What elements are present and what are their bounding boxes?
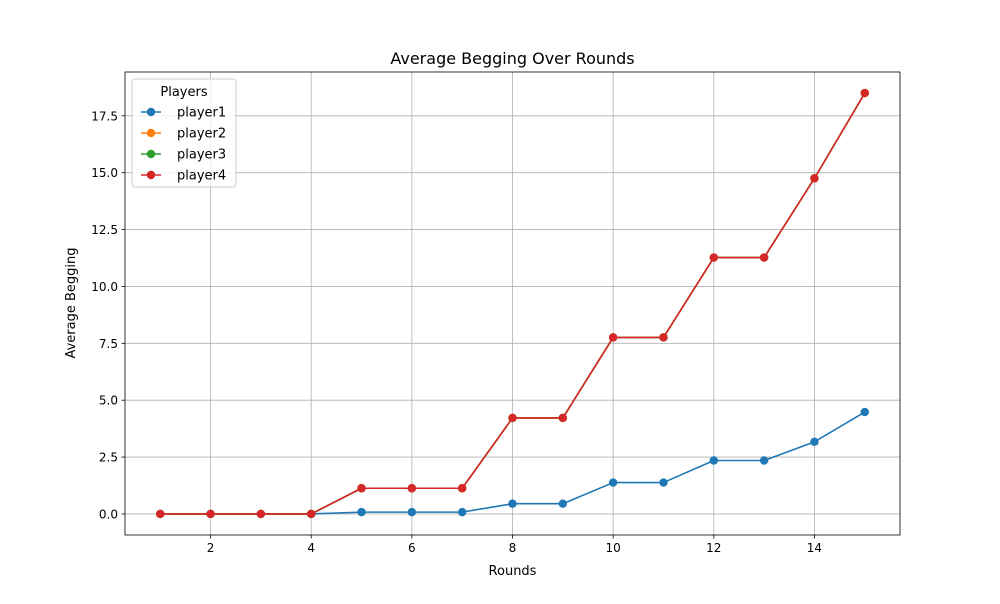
- data-point-player1: [759, 456, 769, 465]
- legend-marker: [146, 170, 156, 180]
- y-tick-label: 7.5: [99, 337, 118, 351]
- data-point-player1: [558, 499, 568, 508]
- data-point-player4: [659, 333, 668, 342]
- data-point-player1: [357, 507, 366, 517]
- data-point-player1: [810, 437, 819, 447]
- legend-marker: [146, 107, 156, 117]
- data-point-player4: [558, 413, 568, 423]
- data-point-player4: [810, 174, 819, 183]
- y-axis-label: Average Begging: [64, 247, 79, 358]
- x-tick-label: 10: [606, 541, 621, 555]
- y-tick-label: 15.0: [91, 166, 118, 180]
- legend-title: Players: [160, 85, 207, 100]
- x-tick-label: 8: [509, 541, 517, 555]
- data-point-player4: [256, 509, 266, 519]
- series-layer: [156, 88, 869, 519]
- data-point-player4: [608, 333, 618, 342]
- data-point-player4: [307, 509, 316, 519]
- chart-title: Average Begging Over Rounds: [390, 49, 634, 68]
- y-tick-label: 5.0: [99, 394, 118, 408]
- y-tick-label: 0.0: [99, 507, 118, 521]
- legend-marker: [146, 149, 156, 159]
- legend-label: player2: [177, 127, 226, 142]
- x-axis-label: Rounds: [489, 564, 537, 579]
- data-point-player1: [860, 407, 869, 417]
- data-point-player4: [508, 413, 517, 423]
- legend-entry-player1: player1: [141, 106, 226, 121]
- legend-label: player4: [177, 169, 226, 184]
- x-tick-label: 2: [207, 541, 215, 555]
- legend-box: [131, 78, 237, 188]
- x-tick-label: 4: [307, 541, 315, 555]
- data-point-player4: [407, 484, 417, 493]
- x-tick-label: 6: [408, 541, 416, 555]
- y-tick-label: 10.0: [91, 280, 118, 294]
- legend-entry-player4: player4: [141, 169, 226, 184]
- y-tick-label: 12.5: [91, 223, 118, 237]
- data-point-player4: [709, 253, 718, 262]
- legend-entry-player2: player2: [141, 127, 226, 142]
- legend-label: player3: [177, 148, 226, 163]
- data-point-player1: [407, 507, 417, 517]
- data-point-player4: [759, 253, 769, 262]
- series-player4: [156, 88, 869, 519]
- legend-entries: player1 player2 player3 player4: [141, 106, 226, 184]
- axis-ticks: 2 4 6 8 10 12 14 0.0 2.5 5.0 7.5 10.0 12.5 15.0 17.5: [91, 109, 822, 555]
- data-point-player1: [709, 456, 718, 465]
- legend-marker: [146, 128, 156, 138]
- data-point-player4: [357, 484, 366, 493]
- data-point-player1: [608, 478, 618, 487]
- legend-label: player1: [177, 106, 226, 121]
- data-point-player4: [156, 509, 165, 519]
- data-point-player1: [659, 478, 668, 487]
- data-point-player4: [457, 484, 467, 493]
- x-tick-label: 14: [807, 541, 822, 555]
- x-tick-label: 12: [706, 541, 721, 555]
- legend: Players player1 player2 player3 player4: [131, 78, 237, 188]
- y-tick-label: 2.5: [99, 451, 118, 465]
- data-point-player4: [860, 88, 869, 98]
- data-point-player1: [457, 507, 467, 517]
- data-point-player4: [206, 509, 215, 519]
- data-point-player1: [508, 499, 517, 508]
- legend-entry-player3: player3: [141, 148, 226, 163]
- y-tick-label: 17.5: [91, 109, 118, 123]
